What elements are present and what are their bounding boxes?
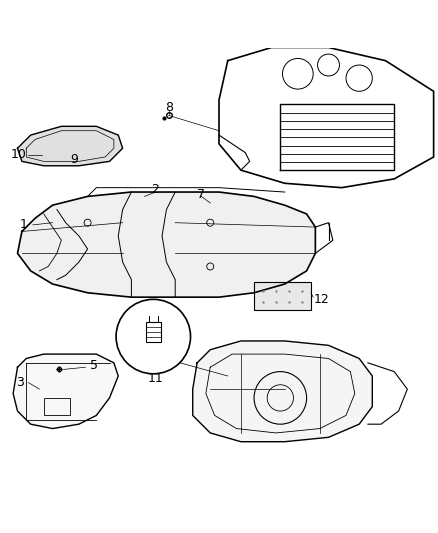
Text: 2: 2 (152, 183, 159, 196)
Bar (254, 282, 311, 310)
Polygon shape (13, 354, 118, 429)
Text: 3: 3 (16, 376, 24, 389)
Text: 7: 7 (198, 188, 205, 201)
Polygon shape (18, 192, 315, 297)
Text: 8: 8 (165, 101, 173, 115)
Text: 11: 11 (148, 372, 163, 385)
Text: 9: 9 (71, 152, 78, 166)
Polygon shape (193, 341, 372, 442)
Text: 5: 5 (90, 359, 98, 372)
Text: 1: 1 (20, 219, 28, 231)
Bar (145, 322, 161, 342)
Polygon shape (18, 126, 123, 166)
Bar (44, 398, 70, 415)
Text: 12: 12 (314, 293, 330, 306)
Text: 10: 10 (11, 148, 26, 161)
